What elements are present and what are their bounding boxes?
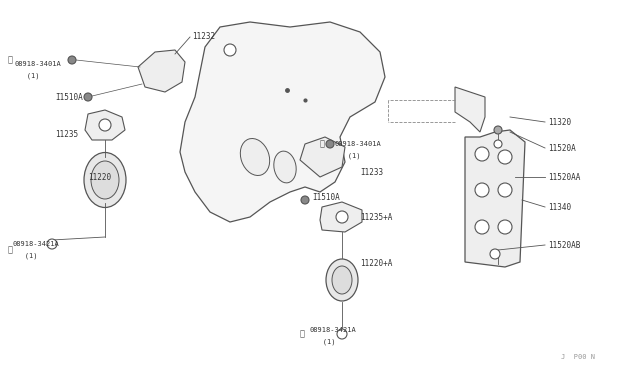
Text: (1): (1) — [12, 253, 38, 259]
Ellipse shape — [91, 161, 119, 199]
Polygon shape — [85, 110, 125, 140]
Text: (1): (1) — [310, 339, 335, 345]
Text: (1): (1) — [14, 73, 40, 79]
Circle shape — [475, 220, 489, 234]
Circle shape — [301, 196, 309, 204]
Circle shape — [99, 119, 111, 131]
Circle shape — [68, 56, 76, 64]
Ellipse shape — [84, 153, 126, 208]
Text: 11220+A: 11220+A — [360, 260, 392, 269]
Circle shape — [494, 140, 502, 148]
Text: 11520AB: 11520AB — [548, 241, 580, 250]
Polygon shape — [465, 130, 525, 267]
Ellipse shape — [332, 266, 352, 294]
Polygon shape — [300, 137, 345, 177]
Polygon shape — [138, 50, 185, 92]
Text: 11220: 11220 — [88, 173, 111, 182]
Text: (1): (1) — [335, 153, 360, 159]
Circle shape — [224, 44, 236, 56]
Text: I1510A: I1510A — [55, 93, 83, 102]
Text: Ⓝ: Ⓝ — [320, 140, 325, 148]
Text: 11235+A: 11235+A — [360, 212, 392, 221]
Circle shape — [84, 93, 92, 101]
Polygon shape — [180, 22, 385, 222]
Circle shape — [336, 211, 348, 223]
Text: 08918-3421A: 08918-3421A — [310, 327, 356, 333]
Text: Ⓝ: Ⓝ — [8, 55, 13, 64]
Circle shape — [498, 220, 512, 234]
Ellipse shape — [326, 259, 358, 301]
Text: 08918-3401A: 08918-3401A — [335, 141, 381, 147]
Text: 11520AA: 11520AA — [548, 173, 580, 182]
Text: 11235: 11235 — [55, 129, 78, 138]
Circle shape — [475, 147, 489, 161]
Text: I1510A: I1510A — [312, 192, 340, 202]
Circle shape — [498, 183, 512, 197]
Circle shape — [475, 183, 489, 197]
Text: 11320: 11320 — [548, 118, 571, 126]
Text: 11340: 11340 — [548, 202, 571, 212]
Text: Ⓝ: Ⓝ — [300, 330, 305, 339]
Circle shape — [337, 329, 347, 339]
Text: 11520A: 11520A — [548, 144, 576, 153]
Text: 08918-3401A: 08918-3401A — [14, 61, 61, 67]
Polygon shape — [455, 87, 485, 132]
Polygon shape — [320, 202, 362, 232]
Text: 11232: 11232 — [192, 32, 215, 41]
Ellipse shape — [241, 138, 269, 176]
Text: J  P00 N: J P00 N — [561, 354, 595, 360]
Text: Ⓝ: Ⓝ — [8, 246, 13, 254]
Circle shape — [47, 239, 57, 249]
Circle shape — [490, 249, 500, 259]
Text: 08918-3421A: 08918-3421A — [12, 241, 59, 247]
Circle shape — [494, 126, 502, 134]
Circle shape — [326, 140, 334, 148]
Text: I1233: I1233 — [360, 167, 383, 176]
Circle shape — [498, 150, 512, 164]
Ellipse shape — [274, 151, 296, 183]
